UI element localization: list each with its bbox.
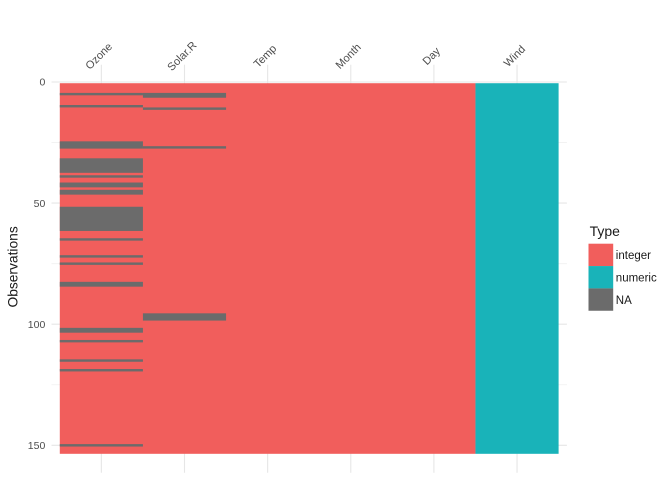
svg-text:Ozone: Ozone	[84, 41, 115, 72]
svg-text:Wind: Wind	[502, 43, 528, 69]
svg-text:Temp: Temp	[252, 43, 280, 71]
svg-text:NA: NA	[616, 295, 632, 307]
svg-text:Type: Type	[590, 223, 621, 239]
svg-text:0: 0	[39, 77, 45, 89]
svg-text:integer: integer	[616, 250, 651, 262]
svg-text:Day: Day	[421, 45, 444, 68]
svg-text:Observations: Observations	[6, 226, 21, 307]
svg-text:Solar.R: Solar.R	[165, 40, 199, 74]
svg-text:numeric: numeric	[616, 272, 657, 284]
svg-text:150: 150	[28, 440, 46, 452]
svg-text:50: 50	[34, 198, 46, 210]
svg-text:100: 100	[28, 319, 46, 331]
svg-text:Month: Month	[334, 42, 364, 72]
